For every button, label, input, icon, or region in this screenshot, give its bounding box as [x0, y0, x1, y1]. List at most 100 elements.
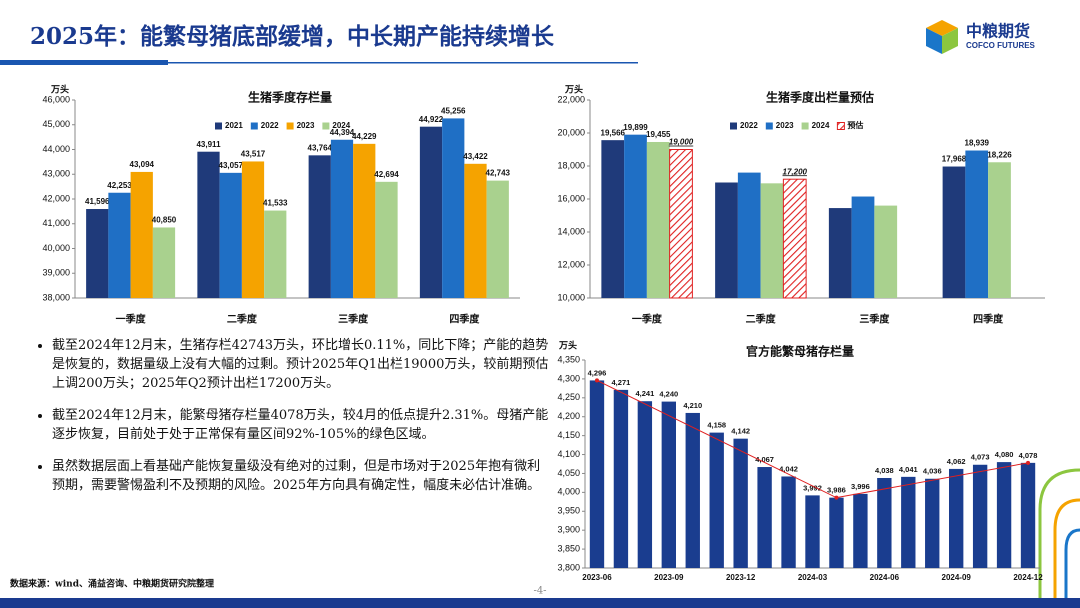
y-tick-label: 43,000 [42, 169, 70, 179]
y-tick-label: 10,000 [557, 292, 585, 302]
bar [685, 412, 700, 568]
bar [108, 192, 131, 298]
x-tick-label: 2024-12 [1013, 573, 1043, 582]
bar [442, 118, 465, 298]
value-label: 17,968 [942, 155, 967, 164]
legend-label: 2022 [740, 121, 758, 130]
bar [829, 497, 844, 568]
x-tick-label: 四季度 [449, 313, 480, 326]
y-tick-label: 42,000 [42, 193, 70, 203]
y-axis-label: 万头 [564, 84, 583, 96]
title-underline [0, 60, 168, 65]
y-tick-label: 46,000 [42, 94, 70, 104]
y-tick-label: 14,000 [557, 226, 585, 236]
bar [996, 462, 1012, 568]
page-number: -4- [533, 586, 546, 597]
bullet: 虽然数据层面上看基础产能恢复量级没有绝对的过剩，但是市场对于2025年抱有微利预… [52, 457, 552, 495]
x-tick-label: 2023-12 [726, 573, 756, 582]
y-tick-label: 4,300 [557, 373, 580, 383]
bar [637, 401, 653, 568]
y-tick-label: 22,000 [557, 94, 585, 104]
logo: 中粮期货 COFCO FUTURES [926, 20, 1036, 54]
bar [760, 183, 784, 298]
bar [757, 467, 772, 568]
y-tick-label: 3,800 [557, 562, 580, 572]
value-label: 3,992 [803, 483, 822, 492]
bar [988, 162, 1011, 298]
value-label: 4,241 [635, 389, 654, 398]
y-tick-label: 4,250 [557, 392, 580, 402]
bullet-list: 截至2024年12月末，生猪存栏42743万头，环比增长0.11%，同比下降；产… [28, 336, 552, 508]
y-tick-label: 45,000 [42, 119, 70, 129]
value-label: 4,073 [971, 453, 990, 462]
legend-swatch [836, 122, 845, 130]
bar [308, 155, 331, 298]
x-tick-label: 2023-09 [654, 573, 684, 582]
legend-label: 2022 [261, 121, 279, 130]
bar [152, 227, 176, 298]
value-label: 45,256 [441, 107, 466, 116]
bar [353, 143, 376, 298]
legend-label: 2024 [812, 121, 830, 130]
y-tick-label: 4,150 [557, 430, 580, 440]
bar [942, 166, 966, 298]
bar [419, 126, 443, 298]
y-tick-label: 40,000 [42, 243, 70, 253]
bar [715, 182, 738, 298]
legend-swatch [250, 122, 258, 130]
legend-swatch [286, 122, 294, 130]
y-tick-label: 4,100 [557, 449, 580, 459]
decoration [1038, 468, 1080, 600]
value-label: 4,271 [612, 378, 631, 387]
value-label: 3,996 [851, 482, 870, 491]
y-tick-label: 3,900 [557, 525, 580, 535]
value-label: 44,922 [419, 115, 444, 124]
bar [646, 141, 670, 298]
title-rule [168, 62, 638, 64]
bar [733, 438, 748, 568]
trend-point [594, 378, 599, 383]
bar [464, 163, 487, 298]
value-label: 43,094 [130, 160, 155, 169]
bar [330, 139, 354, 298]
bar [375, 181, 398, 298]
value-label: 4,067 [755, 455, 774, 464]
bar [828, 208, 852, 298]
bar [853, 493, 868, 568]
value-label: 41,533 [263, 199, 288, 208]
x-tick-label: 2024-06 [870, 573, 900, 582]
chart-title: 生猪季度出栏量预估 [766, 90, 874, 105]
value-label: 19,899 [623, 123, 648, 132]
value-label: 19,566 [601, 128, 626, 137]
y-tick-label: 20,000 [557, 127, 585, 137]
logo-name: 中粮期货 [966, 22, 1030, 41]
bar [613, 389, 629, 568]
bar [972, 464, 988, 568]
bar [874, 205, 898, 298]
value-label: 44,229 [352, 132, 377, 141]
legend-swatch [765, 122, 773, 130]
value-label: 42,743 [486, 169, 511, 178]
value-label: 42,694 [374, 170, 399, 179]
legend-swatch [322, 122, 330, 130]
legend-swatch [801, 122, 809, 130]
value-label: 4,062 [947, 457, 966, 466]
y-tick-label: 4,200 [557, 411, 580, 421]
bar [851, 196, 875, 298]
legend-label: 2024 [332, 121, 350, 130]
x-tick-label: 三季度 [338, 313, 369, 326]
y-tick-label: 44,000 [42, 144, 70, 154]
bar [219, 172, 242, 298]
x-tick-label: 一季度 [632, 313, 663, 326]
value-label: 43,517 [241, 150, 266, 159]
slide-title: 2025年：能繁母猪底部缓增，中长期产能持续增长 [30, 23, 555, 50]
y-tick-label: 4,000 [557, 487, 580, 497]
bar [264, 210, 287, 298]
bar [130, 171, 153, 298]
bar [877, 477, 892, 568]
chart-title: 官方能繁母猪存栏量 [746, 344, 854, 359]
bullet: 截至2024年12月末，能繁母猪存栏量4078万头，较4月的低点提升2.31%。… [52, 406, 552, 444]
value-label: 43,911 [196, 140, 221, 149]
value-label: 43,764 [308, 143, 333, 152]
